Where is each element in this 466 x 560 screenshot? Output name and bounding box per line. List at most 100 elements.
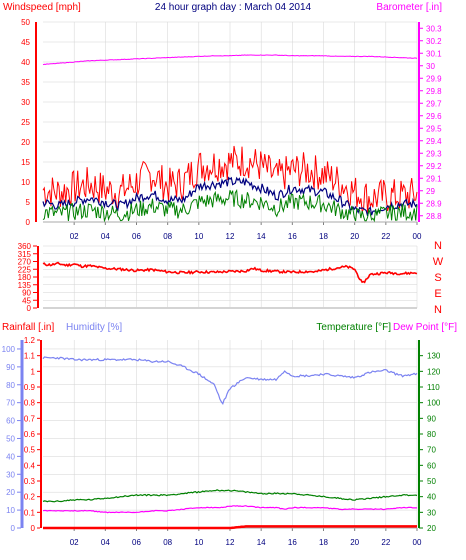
direction-tick-label: 45	[22, 296, 31, 305]
temperature-tick-label: 110	[427, 383, 440, 392]
rain-tick-label: 0.4	[24, 461, 36, 470]
wind-panel-x-tick-label: 02	[70, 232, 79, 241]
wind-gust-line	[42, 145, 418, 214]
barometer-line	[42, 54, 418, 66]
rain-tick-label: 0.7	[24, 414, 36, 423]
climate-panel-x-tick-label: 04	[101, 538, 110, 547]
temperature-tick-label: 50	[427, 477, 436, 486]
windspeed-tick-label: 20	[21, 138, 30, 147]
humidity-tick-label: 30	[6, 470, 15, 479]
wind-panel-x-tick-label: 20	[350, 232, 359, 241]
temperature-tick-label: 70	[427, 446, 436, 455]
temperature-tick-label: 30	[427, 508, 436, 517]
rain-tick-label: 0.1	[24, 508, 36, 517]
humidity-line	[42, 356, 418, 405]
climate-panel-x-tick-label: 14	[257, 538, 266, 547]
direction-tick-label: 270	[18, 258, 32, 267]
windspeed-tick-label: 45	[21, 38, 30, 47]
graph-title: 24 hour graph day : March 04 2014	[155, 2, 312, 13]
wind-average-line	[42, 188, 418, 223]
windspeed-tick-label: 5	[26, 198, 31, 207]
compass-label-e: E	[434, 288, 441, 300]
rain-tick-label: 0.6	[24, 430, 36, 439]
barometer-tick-label: 30.2	[426, 37, 442, 46]
barometer-tick-label: 28.8	[426, 212, 442, 221]
temperature-tick-label: 80	[427, 430, 436, 439]
barometer-tick-label: 29.4	[426, 137, 442, 146]
windspeed-tick-label: 10	[21, 178, 30, 187]
temperature-tick-label: 60	[427, 461, 436, 470]
barometer-tick-label: 29	[426, 187, 435, 196]
direction-tick-label: 135	[18, 281, 32, 290]
windspeed-tick-label: 50	[21, 18, 30, 27]
climate-panel-x-tick-label: 10	[194, 538, 203, 547]
wind-panel-x-tick-label: 00	[413, 232, 422, 241]
temperature-tick-label: 90	[427, 414, 436, 423]
windspeed-tick-label: 0	[26, 218, 31, 227]
rain-tick-label: 0.8	[24, 399, 36, 408]
compass-label-n: N	[434, 304, 442, 316]
humidity-tick-label: 0	[11, 524, 16, 533]
temperature-line	[42, 489, 418, 503]
direction-tick-label: 90	[22, 289, 31, 298]
climate-panel-x-tick-label: 16	[288, 538, 297, 547]
rain-tick-label: 0	[31, 524, 36, 533]
wind-panel-x-tick-label: 04	[101, 232, 110, 241]
wind-panel-x-tick-label: 22	[381, 232, 390, 241]
rain-tick-label: 1	[31, 367, 36, 376]
direction-tick-label: 360	[18, 242, 32, 251]
barometer-tick-label: 29.7	[426, 99, 442, 108]
humidity-tick-label: 90	[6, 363, 15, 372]
temperature-tick-label: 130	[427, 352, 441, 361]
climate-panel-x-tick-label: 12	[226, 538, 235, 547]
direction-tick-label: 225	[18, 265, 32, 274]
direction-tick-label: 180	[18, 273, 32, 282]
humidity-tick-label: 40	[6, 452, 15, 461]
climate-panel-x-tick-label: 00	[413, 538, 422, 547]
humidity-tick-label: 100	[2, 345, 16, 354]
barometer-tick-label: 29.2	[426, 162, 442, 171]
wind-panel-x-tick-label: 14	[257, 232, 266, 241]
windspeed-tick-label: 40	[21, 58, 30, 67]
wind-direction-line	[42, 261, 418, 284]
barometer-tick-label: 28.9	[426, 199, 442, 208]
climate-panel-x-tick-label: 20	[350, 538, 359, 547]
dewpoint-line	[42, 505, 417, 514]
climate-panel-x-tick-label: 06	[132, 538, 141, 547]
humidity-tick-label: 50	[6, 434, 15, 443]
rainfall-line	[43, 525, 417, 530]
direction-tick-label: 315	[18, 250, 32, 259]
compass-label-s: S	[434, 272, 441, 284]
rain-tick-label: 0.5	[24, 446, 36, 455]
wind-panel-x-tick-label: 10	[194, 232, 203, 241]
plot-layer: 0510152025303540455028.828.92929.129.229…	[2, 18, 444, 547]
wind-panel-x-tick-label: 18	[319, 232, 328, 241]
barometer-tick-label: 29.1	[426, 174, 442, 183]
windspeed-tick-label: 35	[21, 78, 30, 87]
windspeed-tick-label: 15	[21, 158, 30, 167]
barometer-tick-label: 30.1	[426, 49, 442, 58]
barometer-tick-label: 29.6	[426, 112, 442, 121]
rain-tick-label: 0.9	[24, 383, 36, 392]
temperature-tick-label: 40	[427, 493, 436, 502]
humidity-tick-label: 60	[6, 417, 15, 426]
rainfall-axis-label: Rainfall [.in]	[2, 322, 54, 333]
climate-panel-x-tick-label: 22	[381, 538, 390, 547]
windspeed-tick-label: 25	[21, 118, 30, 127]
rain-tick-label: 0.2	[24, 493, 36, 502]
humidity-axis-label: Humidity [%]	[66, 322, 122, 333]
wind-panel-x-tick-label: 06	[132, 232, 141, 241]
direction-tick-label: 0	[27, 304, 32, 313]
wind-panel-x-tick-label: 16	[288, 232, 297, 241]
rain-tick-label: 0.3	[24, 477, 36, 486]
temperature-tick-label: 100	[427, 399, 441, 408]
barometer-tick-label: 29.3	[426, 149, 442, 158]
windspeed-tick-label: 30	[21, 98, 30, 107]
humidity-tick-label: 20	[6, 488, 15, 497]
humidity-tick-label: 10	[6, 506, 15, 515]
temperature-axis-label: Temperature [°F]	[316, 322, 391, 333]
barometer-tick-label: 29.8	[426, 87, 442, 96]
